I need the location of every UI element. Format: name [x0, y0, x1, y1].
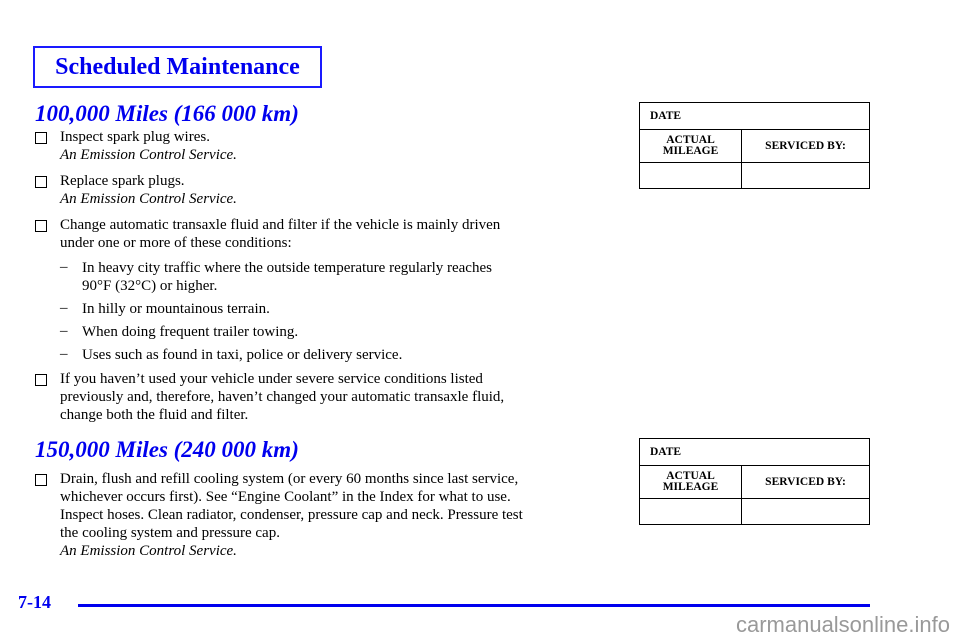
actual-mileage-label: ACTUAL MILEAGE — [639, 465, 742, 499]
item-note: An Emission Control Service. — [60, 147, 237, 163]
dash: – — [60, 259, 68, 275]
serviced-by-field[interactable] — [741, 162, 870, 189]
service-record-table: DATE ACTUAL MILEAGE SERVICED BY: — [639, 438, 870, 525]
item-text: under one or more of these conditions: — [60, 235, 292, 251]
checkbox[interactable] — [35, 474, 47, 486]
serviced-by-field[interactable] — [741, 498, 870, 525]
checkbox[interactable] — [35, 220, 47, 232]
item-text: Replace spark plugs. — [60, 173, 185, 189]
item-note: An Emission Control Service. — [60, 191, 237, 207]
item-text: Inspect spark plug wires. — [60, 129, 210, 145]
item-text: the cooling system and pressure cap. — [60, 525, 280, 541]
subitem-text: When doing frequent trailer towing. — [82, 324, 299, 340]
watermark: carmanualsonline.info — [735, 612, 950, 637]
item-text: previously and, therefore, haven’t chang… — [60, 389, 505, 405]
actual-mileage-label: ACTUAL MILEAGE — [639, 129, 742, 163]
item-text: change both the fluid and filter. — [60, 407, 249, 423]
item-text: Drain, flush and refill cooling system (… — [60, 471, 519, 487]
service-record-table: DATE ACTUAL MILEAGE SERVICED BY: — [639, 102, 870, 189]
date-field[interactable]: DATE — [639, 102, 870, 130]
checkbox[interactable] — [35, 132, 47, 144]
serviced-by-label: SERVICED BY: — [741, 129, 870, 163]
subitem-text: In heavy city traffic where the outside … — [82, 260, 492, 276]
dash: – — [60, 346, 68, 362]
section-title: Scheduled Maintenance — [33, 46, 322, 88]
dash: – — [60, 323, 68, 339]
subitem-text: Uses such as found in taxi, police or de… — [82, 347, 403, 363]
checkbox[interactable] — [35, 176, 47, 188]
heading-100000: 100,000 Miles (166 000 km) — [35, 101, 299, 126]
item-text: Change automatic transaxle fluid and fil… — [60, 217, 501, 233]
mileage-field[interactable] — [639, 498, 742, 525]
date-field[interactable]: DATE — [639, 438, 870, 466]
mileage-field[interactable] — [639, 162, 742, 189]
subitem-text: In hilly or mountainous terrain. — [82, 301, 270, 317]
checkbox[interactable] — [35, 374, 47, 386]
dash: – — [60, 300, 68, 316]
serviced-by-label: SERVICED BY: — [741, 465, 870, 499]
footer-rule — [78, 604, 870, 607]
item-note: An Emission Control Service. — [60, 543, 237, 559]
subitem-text: 90°F (32°C) or higher. — [82, 278, 218, 294]
item-text: Inspect hoses. Clean radiator, condenser… — [60, 507, 523, 523]
page-number: 7-14 — [18, 592, 51, 612]
heading-150000: 150,000 Miles (240 000 km) — [35, 437, 299, 462]
item-text: whichever occurs first). See “Engine Coo… — [60, 489, 511, 505]
item-text: If you haven’t used your vehicle under s… — [60, 371, 483, 387]
